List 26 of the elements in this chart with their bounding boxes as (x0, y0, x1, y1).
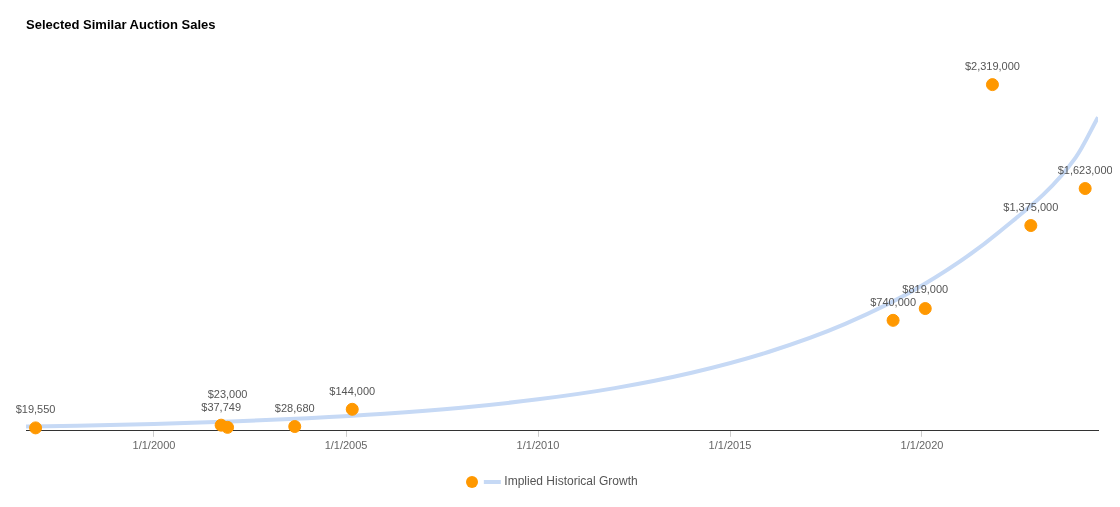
point (918, 302, 932, 316)
point (345, 402, 359, 416)
x-tick-label: 1/1/2015 (708, 439, 752, 452)
data-label: $23,000 (207, 387, 248, 400)
data-label: $144,000 (329, 384, 376, 397)
data-label: $740,000 (870, 295, 917, 308)
data-label: $37,749 (201, 400, 242, 413)
point (886, 313, 900, 327)
chart-title: Selected Similar Auction Sales (26, 17, 216, 33)
data-label: $1,623,000 (1057, 164, 1113, 177)
data-label: $2,319,000 (964, 60, 1020, 73)
x-tick-label: 1/1/2000 (132, 439, 176, 452)
x-tick-label: 1/1/2020 (900, 439, 944, 452)
data-label: $28,680 (274, 402, 315, 415)
data-label: $819,000 (902, 282, 949, 295)
point (1078, 182, 1092, 196)
point (221, 420, 235, 434)
legend-label: Implied Historical Growth (504, 474, 638, 489)
x-tick-label: 1/1/2005 (324, 439, 368, 452)
point (29, 421, 43, 435)
data-label: $19,550 (15, 403, 56, 416)
data-label: $1,375,000 (1003, 201, 1059, 214)
point (1024, 219, 1038, 233)
point (288, 420, 302, 434)
x-tick-label: 1/1/2010 (516, 439, 560, 452)
point (985, 78, 999, 92)
